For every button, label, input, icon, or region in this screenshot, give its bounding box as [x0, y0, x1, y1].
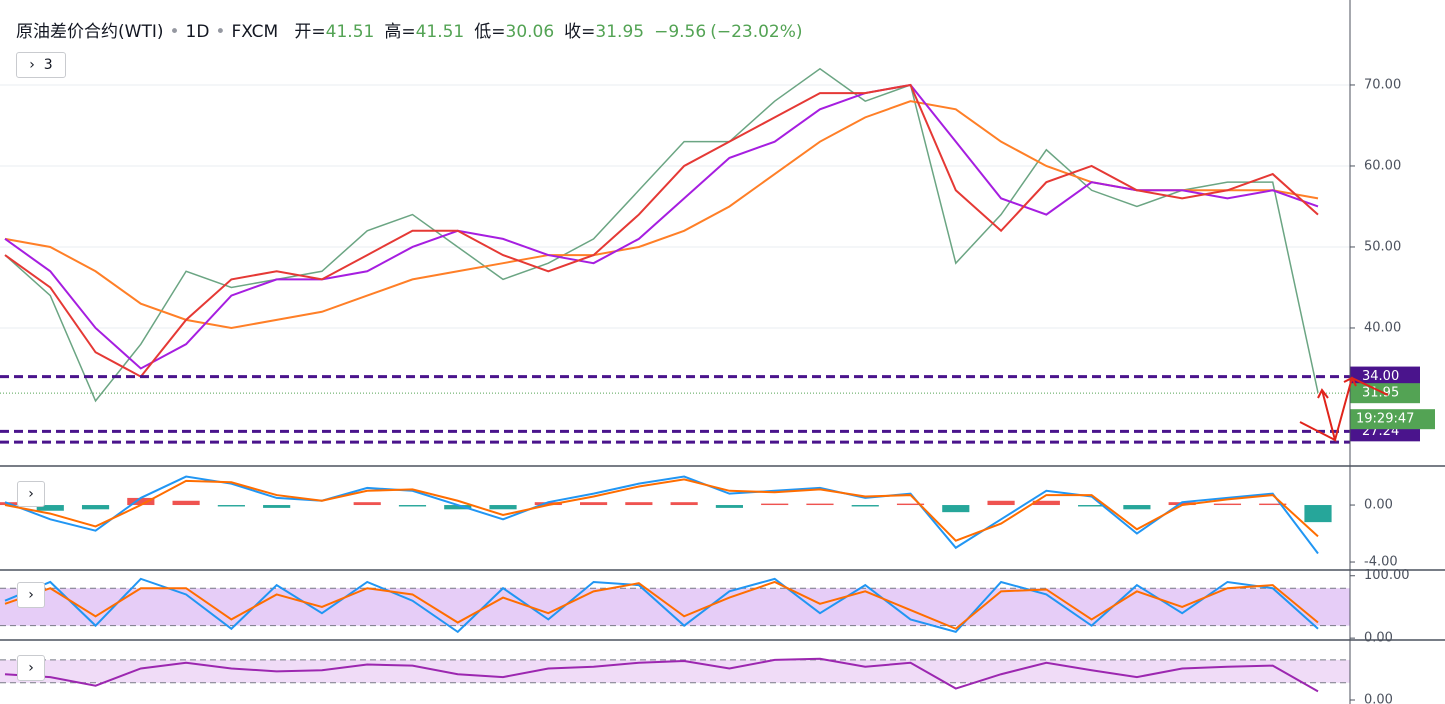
level-label: 34.00	[1362, 369, 1399, 384]
histogram-bar	[127, 497, 155, 506]
histogram-bar	[1304, 505, 1332, 523]
series-line	[4, 577, 1319, 634]
high: 41.51	[415, 22, 465, 42]
last-price-label: 31.95	[1362, 386, 1399, 401]
histogram-bar	[489, 505, 517, 510]
countdown: 19:29:47	[1356, 412, 1414, 427]
histogram-bar	[942, 505, 970, 513]
series-line	[4, 83, 1319, 378]
y-tick-label: 0.00	[1364, 692, 1393, 704]
histogram-bar	[625, 502, 653, 506]
level-label-box	[1350, 366, 1420, 387]
series-line	[4, 580, 1319, 630]
close-label: 收=	[564, 22, 596, 42]
open: 41.51	[325, 22, 375, 42]
open-label: 开=	[294, 22, 326, 42]
collapse-button[interactable]: ›	[17, 655, 45, 681]
low-label: 低=	[474, 22, 506, 42]
y-tick-label: 0.00	[1364, 498, 1393, 513]
histogram-bar	[1259, 503, 1287, 506]
series-line	[4, 100, 1319, 329]
band	[0, 659, 1350, 683]
histogram-bar	[896, 503, 925, 506]
histogram-bar	[1168, 502, 1196, 506]
histogram-bar	[263, 505, 291, 508]
histogram-bar	[806, 503, 834, 506]
change: −9.56	[654, 22, 707, 42]
histogram-bar	[1078, 505, 1106, 507]
histogram-bar	[715, 505, 743, 508]
histogram-bar	[670, 502, 698, 506]
series-line	[4, 478, 1319, 542]
y-tick-label: 50.00	[1364, 239, 1401, 254]
symbol: 原油差价合约(WTI)	[16, 22, 164, 42]
y-tick-label: 100.00	[1364, 568, 1410, 583]
histogram-bar	[81, 505, 110, 510]
legend-header: 原油差价合约(WTI) • 1D • FXCM 开=41.51 高=41.51 低=30.0…	[16, 22, 803, 42]
histogram-bar	[1213, 503, 1242, 506]
series-line	[4, 83, 1319, 370]
indicators-count: 3	[43, 57, 53, 73]
histogram-bar	[353, 502, 381, 506]
close: 31.95	[595, 22, 645, 42]
histogram-bar	[217, 505, 245, 507]
histogram-bar	[534, 502, 562, 506]
interval[interactable]: 1D	[185, 22, 210, 42]
countdown-box	[1350, 409, 1435, 430]
series-line	[4, 475, 1319, 555]
histogram-bar	[444, 505, 472, 510]
histogram-bar	[761, 503, 789, 506]
y-tick-label: 60.00	[1364, 158, 1401, 173]
histogram-bar	[580, 502, 608, 506]
change-pct: (−23.02%)	[710, 22, 803, 42]
histogram-bar	[398, 505, 427, 507]
y-tick-label: -4.00	[1364, 555, 1398, 570]
collapse-button[interactable]: ›	[17, 582, 45, 608]
histogram-bar	[851, 505, 879, 507]
high-label: 高=	[384, 22, 416, 42]
series-line	[4, 657, 1319, 693]
histogram-bar	[987, 500, 1015, 506]
histogram-bar	[36, 505, 64, 511]
source: FXCM	[231, 22, 279, 42]
y-tick-label: 0.00	[1364, 631, 1393, 646]
indicators-toggle[interactable]: › 3	[16, 52, 66, 78]
hand-drawn-arrows	[1299, 376, 1389, 442]
series-line	[4, 67, 1319, 403]
histogram-bar	[172, 500, 200, 506]
collapse-button[interactable]: ›	[17, 481, 45, 507]
histogram-bar	[1123, 505, 1151, 510]
low: 30.06	[505, 22, 555, 42]
histogram-bar	[1032, 500, 1060, 506]
y-tick-label: 70.00	[1364, 77, 1401, 92]
y-tick-label: 40.00	[1364, 320, 1401, 335]
